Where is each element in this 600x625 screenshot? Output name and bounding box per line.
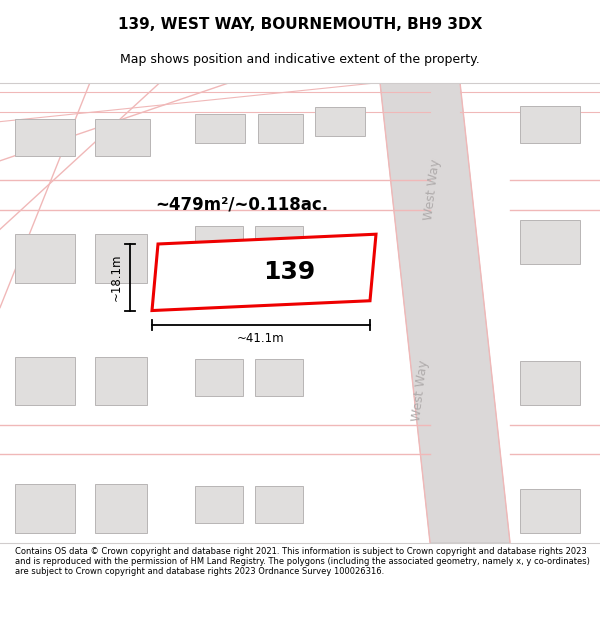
- Bar: [315, 107, 365, 136]
- Bar: [520, 106, 580, 143]
- Bar: [195, 486, 243, 523]
- Bar: [15, 484, 75, 532]
- Text: Contains OS data © Crown copyright and database right 2021. This information is : Contains OS data © Crown copyright and d…: [15, 547, 590, 576]
- Text: ~479m²/~0.118ac.: ~479m²/~0.118ac.: [155, 196, 328, 214]
- Text: ~18.1m: ~18.1m: [110, 254, 122, 301]
- Bar: [520, 219, 580, 264]
- Bar: [255, 359, 303, 396]
- Bar: [15, 119, 75, 156]
- Polygon shape: [380, 82, 510, 542]
- Bar: [95, 119, 150, 156]
- Bar: [95, 234, 147, 283]
- Text: 139: 139: [263, 261, 315, 284]
- Text: West Way: West Way: [410, 359, 430, 422]
- Bar: [95, 484, 147, 532]
- Bar: [95, 356, 147, 406]
- Bar: [15, 234, 75, 283]
- Text: ~41.1m: ~41.1m: [237, 332, 285, 346]
- Bar: [520, 361, 580, 406]
- Text: 139, WEST WAY, BOURNEMOUTH, BH9 3DX: 139, WEST WAY, BOURNEMOUTH, BH9 3DX: [118, 18, 482, 32]
- Bar: [195, 226, 243, 264]
- Text: Map shows position and indicative extent of the property.: Map shows position and indicative extent…: [120, 53, 480, 66]
- Polygon shape: [152, 234, 376, 311]
- Bar: [195, 114, 245, 143]
- Bar: [255, 226, 303, 264]
- Bar: [255, 486, 303, 523]
- Bar: [258, 114, 303, 143]
- Bar: [520, 489, 580, 532]
- Bar: [195, 359, 243, 396]
- Text: West Way: West Way: [422, 159, 442, 221]
- Bar: [15, 356, 75, 406]
